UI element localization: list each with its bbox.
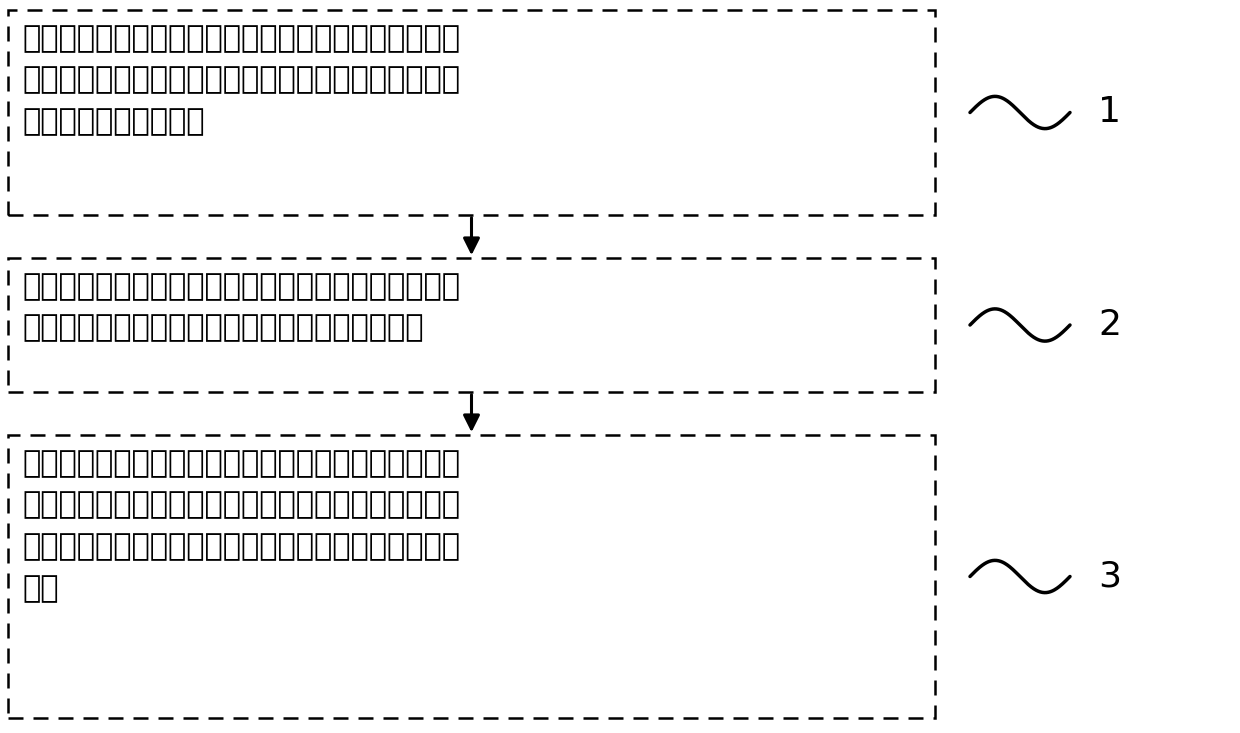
Text: 2: 2 [1099, 308, 1121, 342]
Text: 针对含电力电子换流器的柔性直流配电系统，深入理解
直流线路故障瞬间电流变化物理本质，推导出故障后故
障电流的解析表达式。: 针对含电力电子换流器的柔性直流配电系统，深入理解 直流线路故障瞬间电流变化物理本… [22, 24, 460, 136]
Text: 3: 3 [1099, 559, 1121, 594]
Text: 1: 1 [1099, 95, 1121, 130]
Text: 针对含电力电子换流器系统的直流线路故障后传统保护
不能快速动作的情况，结合直流线路的保护需求，提出
一种适用于多端柔性直流配电系统的直流电流相似度保
护。: 针对含电力电子换流器系统的直流线路故障后传统保护 不能快速动作的情况，结合直流线… [22, 449, 460, 603]
Text: 分析故障电流的变化特征，以故障电流特征为基础，明
确直流线路故障情况下电气元件应力和保护需求。: 分析故障电流的变化特征，以故障电流特征为基础，明 确直流线路故障情况下电气元件应… [22, 272, 460, 342]
